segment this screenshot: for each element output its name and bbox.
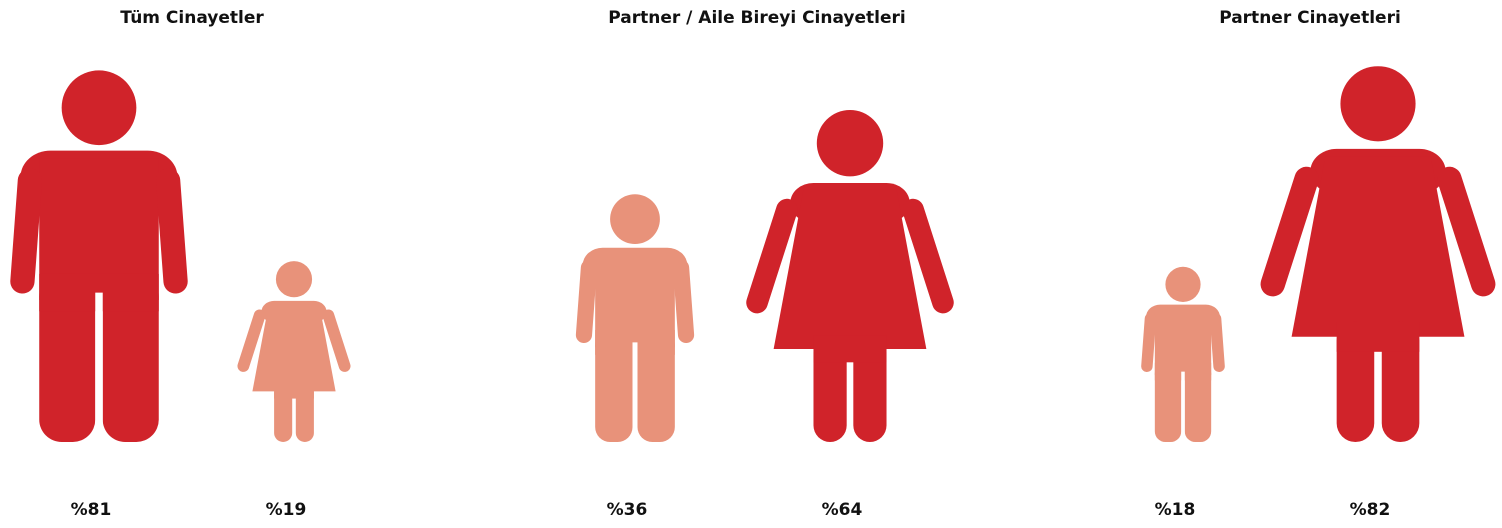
person-icon bbox=[1141, 266, 1225, 444]
dress bbox=[1291, 156, 1465, 337]
head bbox=[816, 110, 884, 177]
person-icon bbox=[575, 194, 695, 445]
arm bbox=[746, 198, 798, 314]
dress bbox=[773, 189, 927, 350]
person-icon bbox=[746, 110, 954, 442]
value-label: %19 bbox=[266, 500, 307, 520]
leg-top bbox=[274, 384, 314, 399]
arm bbox=[10, 168, 43, 294]
person-icon bbox=[237, 261, 351, 442]
leg bbox=[1154, 362, 1182, 442]
person-icon bbox=[1260, 66, 1496, 442]
arm bbox=[902, 198, 954, 314]
arm bbox=[672, 259, 695, 344]
arm bbox=[322, 309, 351, 372]
leg-top bbox=[1336, 321, 1420, 352]
leg-top bbox=[1154, 362, 1212, 381]
arm bbox=[1260, 166, 1319, 297]
leg bbox=[595, 329, 633, 442]
chart-title: Tüm Cinayetler bbox=[120, 8, 264, 28]
value-label: %36 bbox=[607, 500, 648, 520]
value-label: %82 bbox=[1350, 500, 1391, 520]
leg bbox=[1184, 362, 1212, 442]
person-icon bbox=[10, 70, 188, 446]
head bbox=[1165, 266, 1201, 303]
arm bbox=[1141, 313, 1157, 373]
head bbox=[610, 194, 660, 245]
head bbox=[275, 261, 313, 298]
leg bbox=[39, 273, 96, 442]
leg bbox=[637, 329, 675, 442]
leg bbox=[102, 273, 159, 442]
arm bbox=[155, 168, 188, 294]
arm bbox=[575, 259, 598, 344]
arm bbox=[1209, 313, 1225, 373]
arm bbox=[1437, 166, 1496, 297]
leg-top bbox=[813, 335, 887, 363]
value-label: %64 bbox=[822, 500, 863, 520]
value-label: %81 bbox=[71, 500, 112, 520]
chart-title: Partner / Aile Bireyi Cinayetleri bbox=[608, 8, 906, 28]
head bbox=[61, 70, 137, 146]
dress bbox=[252, 304, 336, 392]
value-label: %18 bbox=[1155, 500, 1196, 520]
chart-title: Partner Cinayetleri bbox=[1219, 8, 1401, 28]
head bbox=[1340, 66, 1416, 142]
arm bbox=[237, 309, 266, 372]
